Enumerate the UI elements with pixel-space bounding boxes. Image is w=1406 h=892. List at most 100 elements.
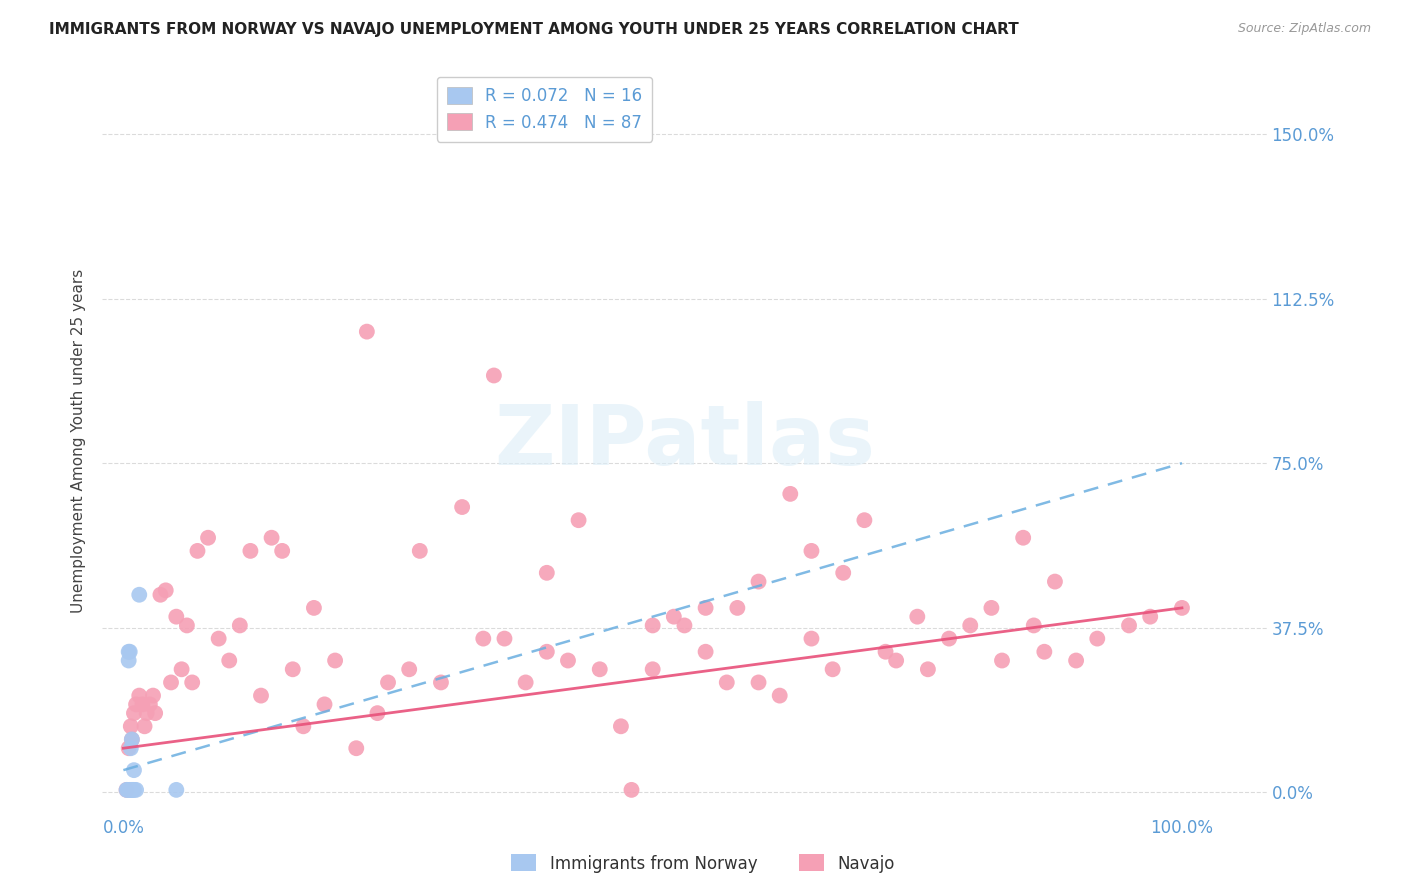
Point [1064, 653, 1087, 667]
Point [695, 645, 717, 659]
Point [143, 706, 166, 720]
Point [905, 609, 928, 624]
Point [118, 653, 141, 667]
Point [1085, 632, 1108, 646]
Point [409, 544, 432, 558]
Text: ZIPatlas: ZIPatlas [494, 401, 875, 482]
Point [1012, 531, 1035, 545]
Point [323, 653, 346, 667]
Point [120, 719, 142, 733]
Point [568, 513, 591, 527]
Point [181, 675, 204, 690]
Point [128, 588, 150, 602]
Text: IMMIGRANTS FROM NORWAY VS NAVAJO UNEMPLOYMENT AMONG YOUTH UNDER 25 YEARS CORRELA: IMMIGRANTS FROM NORWAY VS NAVAJO UNEMPLO… [49, 22, 1019, 37]
Legend: R = 0.072   N = 16, R = 0.474   N = 87: R = 0.072 N = 16, R = 0.474 N = 87 [437, 77, 652, 142]
Point [118, 741, 141, 756]
Point [160, 675, 183, 690]
Point [472, 632, 495, 646]
Point [610, 719, 633, 733]
Point [118, 783, 141, 797]
Point [302, 600, 325, 615]
Point [239, 544, 262, 558]
Point [430, 675, 453, 690]
Point [208, 632, 231, 646]
Point [115, 783, 138, 797]
Point [747, 574, 769, 589]
Point [122, 706, 145, 720]
Point [122, 783, 145, 797]
Point [314, 698, 336, 712]
Point [779, 487, 801, 501]
Point [121, 732, 143, 747]
Point [747, 675, 769, 690]
Text: Source: ZipAtlas.com: Source: ZipAtlas.com [1237, 22, 1371, 36]
Point [673, 618, 696, 632]
Point [620, 783, 643, 797]
Point [292, 719, 315, 733]
Point [1043, 574, 1066, 589]
Point [125, 783, 148, 797]
Point [641, 618, 664, 632]
Point [1022, 618, 1045, 632]
Point [494, 632, 516, 646]
Point [1118, 618, 1140, 632]
Point [176, 618, 198, 632]
Point [120, 783, 142, 797]
Point [122, 783, 145, 797]
Point [271, 544, 294, 558]
Point [482, 368, 505, 383]
Point [769, 689, 792, 703]
Point [725, 600, 748, 615]
Point [557, 653, 579, 667]
Point [1033, 645, 1056, 659]
Point [128, 689, 150, 703]
Point [832, 566, 855, 580]
Point [250, 689, 273, 703]
Point [170, 662, 193, 676]
Point [366, 706, 388, 720]
Point [281, 662, 304, 676]
Point [536, 645, 558, 659]
Point [139, 698, 162, 712]
Point [344, 741, 367, 756]
Point [398, 662, 420, 676]
Point [980, 600, 1002, 615]
Point [959, 618, 981, 632]
Point [1171, 600, 1194, 615]
Point [589, 662, 612, 676]
Point [515, 675, 537, 690]
Point [155, 583, 177, 598]
Point [938, 632, 960, 646]
Point [120, 741, 142, 756]
Point [125, 698, 148, 712]
Point [853, 513, 876, 527]
Point [536, 566, 558, 580]
Point [122, 763, 145, 777]
Point [377, 675, 399, 690]
Point [131, 698, 153, 712]
Point [917, 662, 939, 676]
Point [197, 531, 219, 545]
Point [716, 675, 738, 690]
Y-axis label: Unemployment Among Youth under 25 years: Unemployment Among Youth under 25 years [72, 269, 86, 614]
Point [134, 719, 156, 733]
Point [186, 544, 208, 558]
Point [451, 500, 474, 514]
Point [641, 662, 664, 676]
Point [260, 531, 283, 545]
Point [149, 588, 172, 602]
Point [165, 783, 187, 797]
Point [800, 544, 823, 558]
Point [165, 609, 187, 624]
Point [662, 609, 685, 624]
Point [821, 662, 844, 676]
Legend: Immigrants from Norway, Navajo: Immigrants from Norway, Navajo [505, 847, 901, 880]
Point [218, 653, 240, 667]
Point [695, 600, 717, 615]
Point [135, 706, 157, 720]
Point [1139, 609, 1161, 624]
Point [118, 645, 141, 659]
Point [121, 732, 143, 747]
Point [991, 653, 1014, 667]
Point [115, 783, 138, 797]
